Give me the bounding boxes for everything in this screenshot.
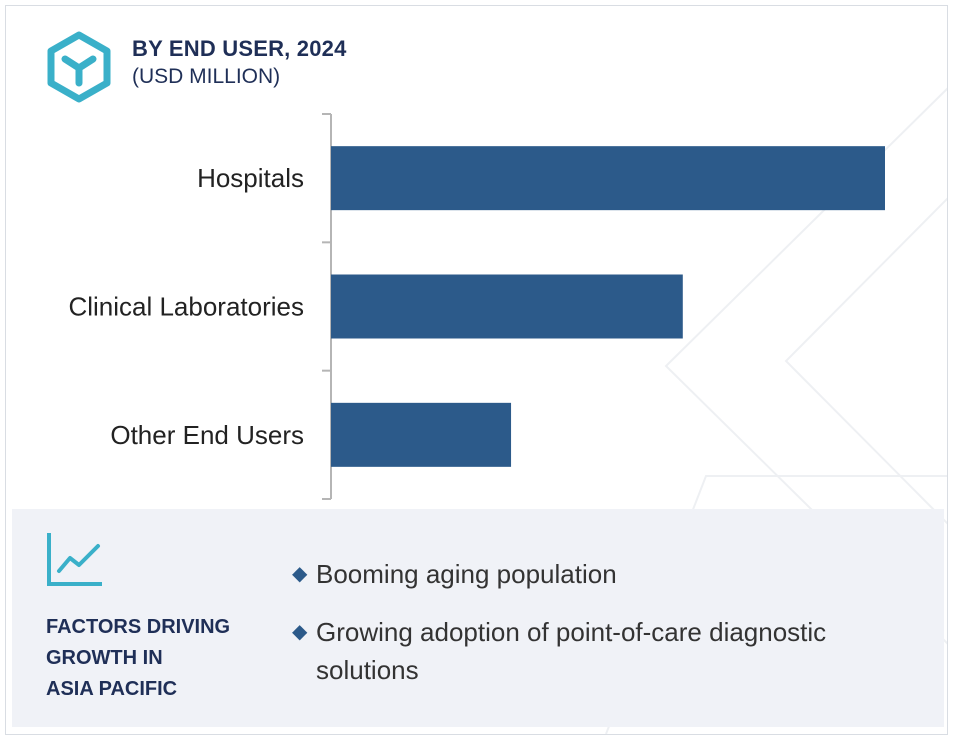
bar-chart: Hospitals Clinical Laboratories Other End … <box>68 113 885 500</box>
category-label: Clinical Laboratories <box>68 292 304 322</box>
diamond-bullet-icon: ◆ <box>292 621 308 643</box>
cube-logo-icon <box>47 31 111 103</box>
chart-card: BY END USER, 2024 (USD MILLION) Hospital… <box>5 5 948 735</box>
factors-title: FACTORS DRIVING GROWTH IN ASIA PACIFIC <box>46 616 231 700</box>
chart-title: BY END USER, 2024 <box>132 36 347 61</box>
factor-text: Growing adoption of point-of-care diagno… <box>316 617 827 685</box>
bar-clinical-laboratories <box>331 274 683 339</box>
category-label: Hospitals <box>197 163 304 193</box>
category-label: Other End Users <box>110 420 304 450</box>
factor-item: ◆ Booming aging population <box>292 555 916 593</box>
diamond-bullet-icon: ◆ <box>292 563 308 585</box>
bar-other-end-users <box>331 402 512 467</box>
factor-text: Booming aging population <box>316 559 617 589</box>
factor-item: ◆ Growing adoption of point-of-care diag… <box>292 613 916 689</box>
chart-subtitle: (USD MILLION) <box>132 65 281 88</box>
factors-panel: FACTORS DRIVING GROWTH IN ASIA PACIFIC ◆… <box>12 509 944 727</box>
trend-chart-icon <box>47 533 102 586</box>
bar-hospitals <box>331 146 885 211</box>
